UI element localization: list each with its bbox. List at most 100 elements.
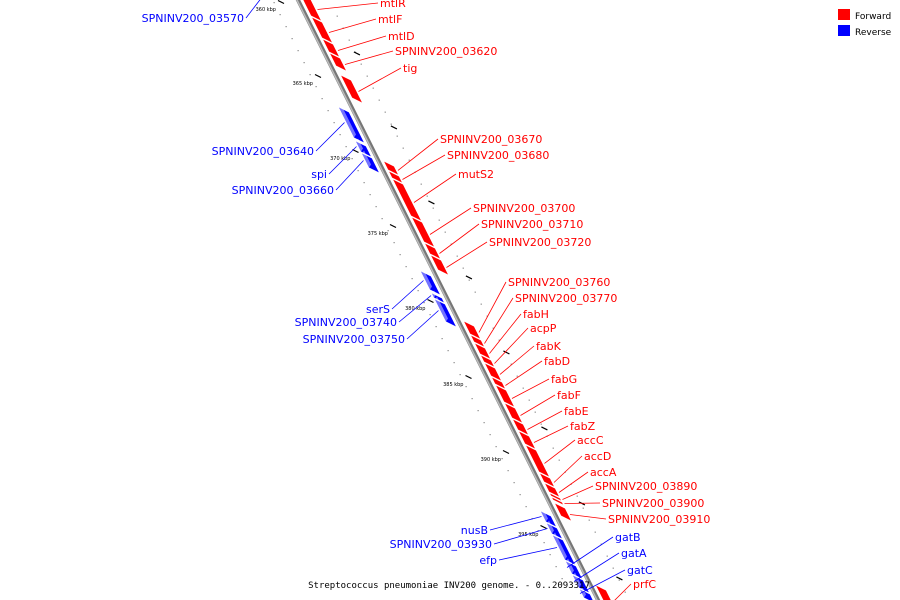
tig-gene-block: [341, 75, 364, 103]
gene-label-gatC[interactable]: gatC: [627, 564, 653, 577]
axis-dot: [555, 566, 557, 568]
gene-label-SPNINV200_03640[interactable]: SPNINV200_03640: [212, 145, 314, 158]
tick-label: 370 kbp: [330, 156, 350, 162]
axis-dot: [543, 542, 545, 544]
gene-label-fabE[interactable]: fabE: [564, 405, 589, 418]
axis-dot: [618, 579, 620, 581]
axis-dot: [273, 2, 275, 4]
gene-label-SPNINV200_03890[interactable]: SPNINV200_03890: [595, 480, 697, 493]
gene-label-SPNINV200_03720[interactable]: SPNINV200_03720: [489, 236, 591, 249]
gene-label-mtlD[interactable]: mtlD: [388, 30, 415, 43]
gene-label-leader: [406, 310, 439, 340]
tick-label: 390 kbp: [481, 457, 501, 463]
axis-dot: [303, 62, 305, 64]
tick-mark: [502, 449, 510, 455]
gene-label-leader: [533, 425, 569, 443]
axis-dot: [549, 554, 551, 556]
axis-dot: [486, 315, 488, 317]
prfC-gene-block: [596, 585, 615, 600]
tick-mark: [427, 298, 434, 304]
fabF-gene-block: [505, 403, 524, 423]
tick-mark: [465, 374, 472, 380]
gene-label-SPNINV200_03740[interactable]: SPNINV200_03740: [295, 316, 397, 329]
gene-label-leader: [317, 2, 379, 10]
axis-dot: [459, 374, 461, 376]
axis-dot: [396, 135, 398, 137]
axis-dot: [450, 243, 452, 245]
axis-dot: [321, 98, 323, 100]
axis-dot: [489, 434, 491, 436]
gene-label-SPNINV200_03760[interactable]: SPNINV200_03760: [508, 276, 610, 289]
axis-dot: [606, 555, 608, 557]
gene-label-SPNINV200_03900[interactable]: SPNINV200_03900: [602, 497, 704, 510]
gene-label-gatA[interactable]: gatA: [621, 547, 647, 560]
gene-label-leader: [358, 67, 402, 92]
SPNINV200_03900-gene-block: [552, 497, 565, 505]
gene-label-fabZ[interactable]: fabZ: [570, 420, 596, 433]
fabG-gene-block: [496, 385, 516, 407]
gene-label-fabG[interactable]: fabG: [551, 373, 577, 386]
gene-label-fabF[interactable]: fabF: [557, 389, 581, 402]
gene-label-leader: [315, 122, 345, 152]
gene-label-SPNINV200_03710[interactable]: SPNINV200_03710: [481, 218, 583, 231]
gene-label-SPNINV200_03620[interactable]: SPNINV200_03620: [395, 45, 497, 58]
gene-label-nusB[interactable]: nusB: [461, 524, 488, 537]
axis-dot: [513, 482, 515, 484]
axis-dot: [552, 447, 554, 449]
gene-label-leader: [499, 345, 535, 375]
gene-label-serS[interactable]: serS: [366, 303, 390, 316]
gene-label-SPNINV200_03670[interactable]: SPNINV200_03670: [440, 133, 542, 146]
gene-label-leader: [494, 327, 529, 364]
gene-label-gatB[interactable]: gatB: [615, 531, 641, 544]
gene-label-accD[interactable]: accD: [584, 450, 611, 463]
gene-label-mtlR[interactable]: mtlR: [380, 0, 406, 10]
gene-label-SPNINV200_03930[interactable]: SPNINV200_03930: [390, 538, 492, 551]
gene-label-fabD[interactable]: fabD: [544, 355, 570, 368]
gene-label-mtlF[interactable]: mtlF: [378, 13, 402, 26]
axis-dot: [348, 39, 350, 41]
axis-dot: [612, 567, 614, 569]
axis-dot: [471, 398, 473, 400]
gene-label-accA[interactable]: accA: [590, 466, 617, 479]
gene-label-leader: [478, 281, 507, 333]
gene-label-SPNINV200_03750[interactable]: SPNINV200_03750: [303, 333, 405, 346]
gene-label-SPNINV200_03700[interactable]: SPNINV200_03700: [473, 202, 575, 215]
gene-label-leader: [398, 295, 432, 323]
SPNINV200_03710-gene-block: [425, 243, 442, 259]
SPNINV200_03890-gene-block: [550, 493, 563, 501]
axis-dot: [333, 122, 335, 124]
gene-label-mutS2[interactable]: mutS2: [458, 168, 494, 181]
gene-label-leader: [429, 207, 472, 235]
tick-label: 375 kbp: [368, 231, 388, 237]
legend-forward-swatch: [838, 9, 850, 20]
axis-dot: [462, 267, 464, 269]
gene-label-acpP[interactable]: acpP: [530, 322, 557, 335]
axis-dot: [510, 363, 512, 365]
gene-label-SPNINV200_03680[interactable]: SPNINV200_03680: [447, 149, 549, 162]
axis-dot: [465, 386, 467, 388]
axis-dot: [600, 543, 602, 545]
axis-dot: [594, 531, 596, 533]
gene-label-leader: [328, 146, 357, 175]
gene-label-SPNINV200_03770[interactable]: SPNINV200_03770: [515, 292, 617, 305]
gene-label-SPNINV200_03570[interactable]: SPNINV200_03570: [142, 12, 244, 25]
gene-label-leader: [344, 50, 394, 65]
gene-label-SPNINV200_03910[interactable]: SPNINV200_03910: [608, 513, 710, 526]
gene-label-SPNINV200_03660[interactable]: SPNINV200_03660: [232, 184, 334, 197]
SPNINV200_03740-gene-block: [432, 290, 444, 303]
gene-label-fabK[interactable]: fabK: [536, 340, 562, 353]
gene-label-prfC[interactable]: prfC: [633, 578, 656, 591]
gene-label-leader: [498, 547, 558, 561]
mtlD-gene-block: [323, 39, 341, 57]
tick-mark-right: [353, 51, 361, 56]
SPNINV200_03620-gene-block: [330, 53, 348, 71]
gene-label-tig[interactable]: tig: [403, 62, 417, 75]
gene-label-fabH[interactable]: fabH: [523, 308, 549, 321]
gene-label-spi[interactable]: spi: [311, 168, 327, 181]
gene-label-accC[interactable]: accC: [577, 434, 604, 447]
SPNINV200_03640-gene-block: [339, 104, 364, 143]
gene-label-efp[interactable]: efp: [479, 554, 497, 567]
